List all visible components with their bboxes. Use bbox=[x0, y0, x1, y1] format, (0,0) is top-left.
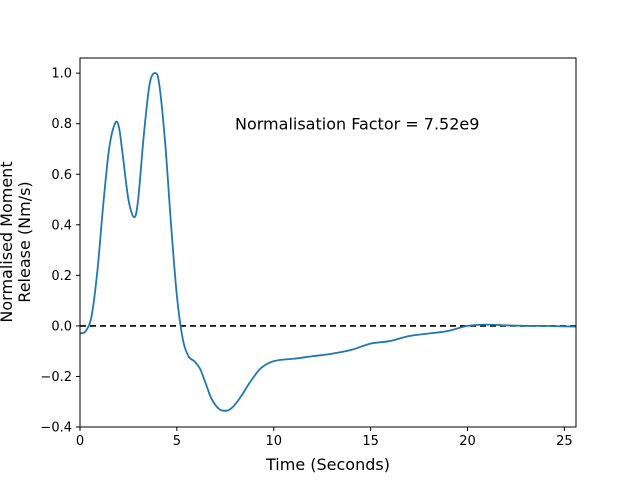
x-tick-label: 15 bbox=[362, 434, 379, 449]
y-tick-label: 0.2 bbox=[51, 269, 72, 284]
plot-area bbox=[80, 58, 576, 427]
moment-release-curve bbox=[79, 72, 577, 412]
y-axis-label-line-2: Release (Nm/s) bbox=[15, 181, 34, 302]
y-tick-label: −0.4 bbox=[40, 421, 72, 436]
x-tick-label: 10 bbox=[265, 434, 282, 449]
x-tick-label: 0 bbox=[76, 434, 84, 449]
x-axis-ticks: 0 5 10 15 20 25 bbox=[76, 427, 573, 449]
normalisation-annotation: Normalisation Factor = 7.52e9 bbox=[235, 115, 479, 134]
y-tick-label: 0.4 bbox=[51, 218, 72, 233]
y-axis-label-line-1: Normalised Moment bbox=[0, 161, 16, 322]
x-tick-label: 25 bbox=[556, 434, 573, 449]
y-tick-label: 0.6 bbox=[51, 168, 72, 183]
y-tick-label: 0.8 bbox=[51, 117, 72, 132]
y-tick-label: 1.0 bbox=[51, 67, 72, 82]
plot-frame bbox=[79, 57, 577, 428]
x-tick-label: 5 bbox=[173, 434, 181, 449]
y-tick-label: −0.2 bbox=[40, 370, 72, 385]
x-axis-label: Time (Seconds) bbox=[265, 455, 390, 474]
y-axis-ticks: −0.4 −0.2 0.0 0.2 0.4 0.6 0.8 1.0 bbox=[40, 67, 80, 436]
y-tick-label: 0.0 bbox=[51, 319, 72, 334]
x-tick-label: 20 bbox=[459, 434, 476, 449]
y-axis-label: Normalised Moment Release (Nm/s) bbox=[0, 161, 34, 322]
